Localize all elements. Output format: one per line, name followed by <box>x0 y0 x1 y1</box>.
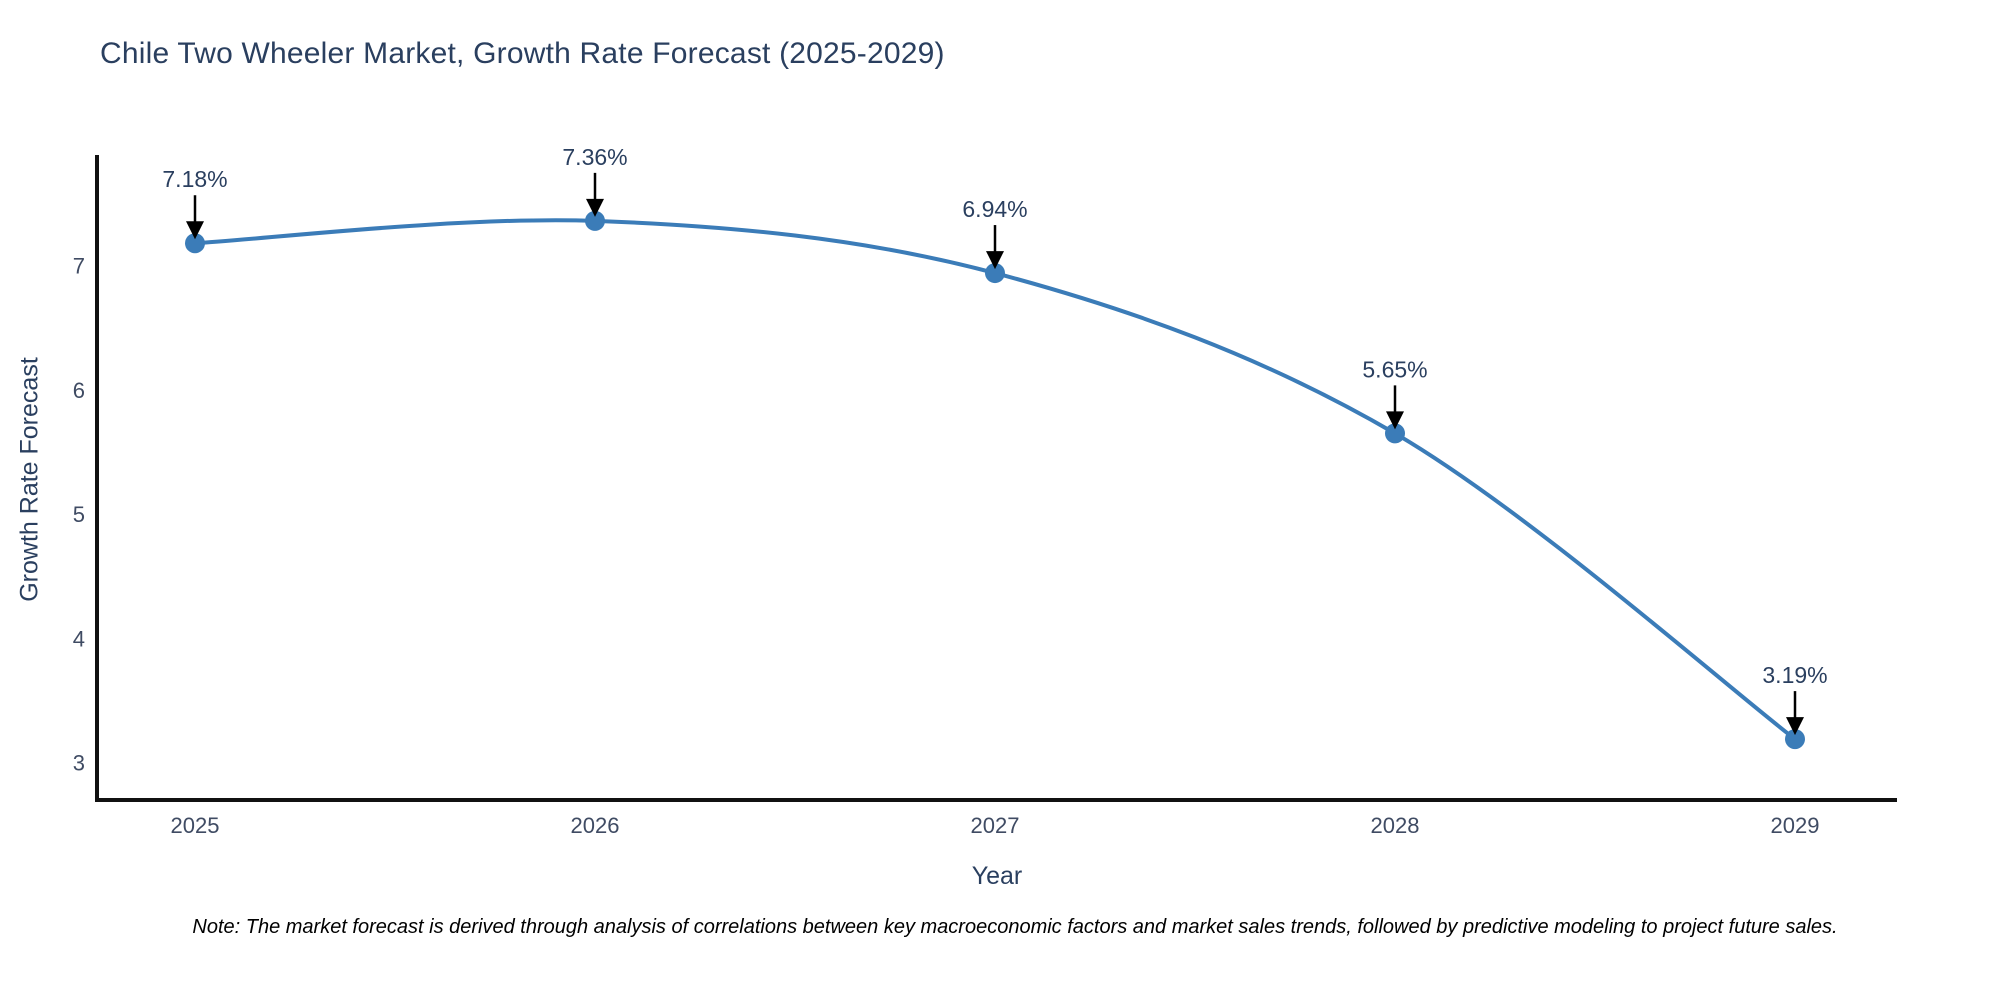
annotation-arrowhead <box>186 221 204 240</box>
data-point-marker[interactable] <box>985 263 1005 284</box>
data-point-label: 7.36% <box>562 144 627 170</box>
data-point-label: 6.94% <box>962 196 1027 222</box>
y-axis-title: Growth Rate Forecast <box>15 357 44 602</box>
x-tick-label: 2029 <box>1771 813 1820 838</box>
data-point-label: 5.65% <box>1362 356 1427 382</box>
y-tick-label: 6 <box>73 378 85 403</box>
y-tick-label: 3 <box>73 751 85 776</box>
axis-lines <box>95 155 1897 802</box>
x-axis-title: Year <box>971 862 1023 890</box>
annotation-arrowhead <box>586 198 604 217</box>
chart-title: Chile Two Wheeler Market, Growth Rate Fo… <box>100 37 945 70</box>
annotation-arrowhead <box>986 251 1004 270</box>
x-tick-label: 2025 <box>171 813 220 838</box>
data-point-label: 7.18% <box>162 166 227 192</box>
series-line <box>193 218 1797 742</box>
y-tick-label: 7 <box>73 254 85 279</box>
y-tick-label: 4 <box>73 626 85 651</box>
x-tick-label: 2027 <box>971 813 1020 838</box>
data-point-marker[interactable] <box>1785 729 1805 750</box>
footnote: Note: The market forecast is derived thr… <box>192 916 1838 938</box>
data-point-marker[interactable] <box>1385 423 1405 444</box>
y-tick-label: 5 <box>73 502 85 527</box>
x-tick-label: 2026 <box>571 813 620 838</box>
data-point-label: 3.19% <box>1762 662 1827 688</box>
annotation-arrowhead <box>1386 411 1404 430</box>
data-point-marker[interactable] <box>585 210 605 231</box>
data-point-marker[interactable] <box>185 233 205 254</box>
x-tick-label: 2028 <box>1371 813 1420 838</box>
annotation-arrowhead <box>1786 717 1804 736</box>
